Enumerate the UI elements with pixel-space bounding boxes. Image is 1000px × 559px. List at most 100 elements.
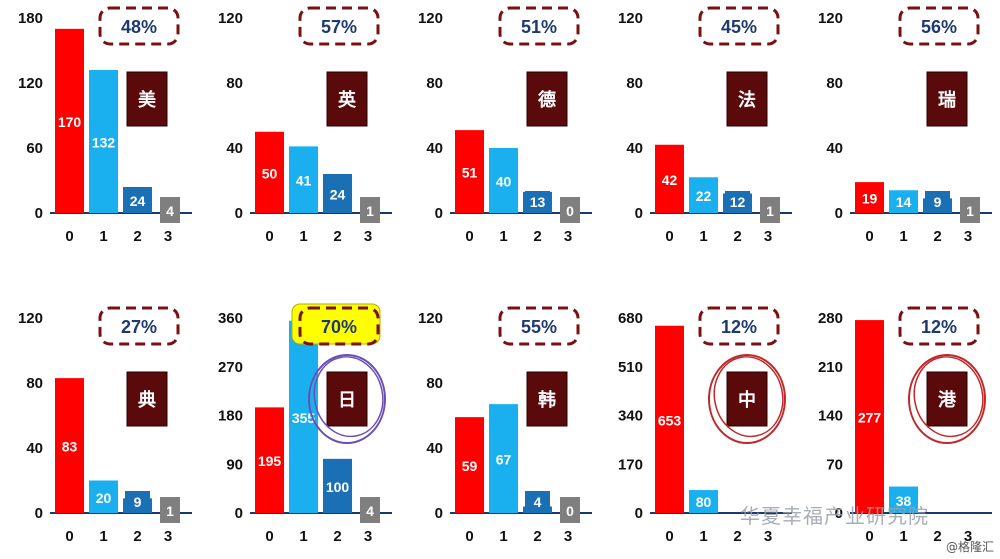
x-tick-label: 2 xyxy=(133,528,141,545)
bar-3-label: 4 xyxy=(166,203,174,219)
percent-box xyxy=(98,306,180,346)
x-tick-label: 0 xyxy=(665,528,673,545)
country-box xyxy=(726,371,768,427)
bar-3-badge xyxy=(160,197,180,223)
country-box xyxy=(726,71,768,127)
bar-value-label: 80 xyxy=(696,494,712,510)
bar-3-label: 1 xyxy=(166,503,174,519)
bar-value-label: 12 xyxy=(730,194,746,210)
x-tick-label: 1 xyxy=(99,528,107,545)
x-tick-label: 2 xyxy=(333,528,341,545)
y-tick-label: 0 xyxy=(235,205,243,222)
y-tick-label: 0 xyxy=(235,505,243,522)
y-tick-label: 120 xyxy=(18,310,43,327)
percent-label: 70% xyxy=(321,317,357,337)
percent-label: 27% xyxy=(121,317,157,337)
highlight-circle xyxy=(308,354,386,444)
y-tick-label: 0 xyxy=(835,505,843,522)
y-tick-label: 0 xyxy=(435,505,443,522)
bar-0 xyxy=(255,131,284,213)
bar-value-label: 100 xyxy=(326,479,350,495)
x-tick-label: 2 xyxy=(933,528,941,545)
bar-value-label: 83 xyxy=(62,439,78,455)
bar-0 xyxy=(455,130,484,213)
bar-1 xyxy=(89,480,118,513)
watermark-text: 华夏幸福产业研究院 xyxy=(740,504,929,528)
country-box xyxy=(926,71,968,127)
y-tick-label: 0 xyxy=(635,505,643,522)
bar-0 xyxy=(855,182,884,213)
percent-box xyxy=(698,306,780,346)
y-tick-label: 40 xyxy=(426,140,443,157)
y-tick-label: 0 xyxy=(635,205,643,222)
bar-2 xyxy=(323,174,352,213)
x-tick-label: 2 xyxy=(533,528,541,545)
y-tick-label: 340 xyxy=(618,408,643,425)
country-label: 法 xyxy=(738,89,756,111)
x-tick-label: 2 xyxy=(733,228,741,245)
country-box xyxy=(926,371,968,427)
bar-0 xyxy=(655,144,684,213)
panel-典: 120 80 40 0 83 20 9 1 0 1 2 3 27% 典 xyxy=(18,306,192,545)
y-tick-label: 0 xyxy=(35,505,43,522)
panel-瑞: 120 80 40 0 19 14 9 1 0 1 2 3 56% 瑞 xyxy=(818,6,992,245)
highlight-circle xyxy=(313,356,384,438)
bar-value-label: 59 xyxy=(462,458,478,474)
bar-1 xyxy=(689,177,718,213)
bar-label-bg xyxy=(525,191,550,213)
bar-value-label: 9 xyxy=(134,494,142,510)
bar-value-label: 42 xyxy=(662,172,678,188)
bar-value-label: 41 xyxy=(296,173,312,189)
y-tick-label: 280 xyxy=(818,310,843,327)
y-tick-label: 270 xyxy=(218,359,243,376)
y-tick-label: 40 xyxy=(826,140,843,157)
x-tick-label: 3 xyxy=(764,228,772,245)
bar-3-label: 1 xyxy=(766,203,774,219)
y-tick-label: 170 xyxy=(618,456,643,473)
country-box xyxy=(526,71,568,127)
x-tick-label: 3 xyxy=(364,228,372,245)
bar-3-label: 0 xyxy=(566,503,574,519)
x-tick-label: 1 xyxy=(499,228,507,245)
bar-value-label: 24 xyxy=(330,187,346,203)
country-label: 日 xyxy=(338,390,356,411)
country-label: 韩 xyxy=(538,389,556,411)
credit-text: @格隆汇 xyxy=(945,540,994,554)
bar-value-label: 20 xyxy=(96,490,112,506)
bar-value-label: 277 xyxy=(858,410,882,426)
y-tick-label: 120 xyxy=(418,10,443,27)
bar-3-badge xyxy=(560,497,580,523)
bar-3-badge xyxy=(560,197,580,223)
bar-value-label: 24 xyxy=(130,193,146,209)
y-tick-label: 510 xyxy=(618,359,643,376)
x-tick-label: 0 xyxy=(665,228,673,245)
country-label: 德 xyxy=(538,89,556,111)
x-tick-label: 0 xyxy=(265,228,273,245)
x-tick-label: 0 xyxy=(65,528,73,545)
percent-label: 56% xyxy=(921,17,957,37)
bar-3-label: 4 xyxy=(366,503,374,519)
country-label: 中 xyxy=(738,389,756,411)
percent-box xyxy=(298,306,380,346)
bar-3-badge xyxy=(360,497,380,523)
bar-3-badge xyxy=(960,197,980,223)
bar-1 xyxy=(889,486,918,513)
bar-value-label: 51 xyxy=(462,165,478,181)
y-tick-label: 90 xyxy=(226,456,243,473)
bar-label-bg xyxy=(691,491,716,513)
x-tick-label: 1 xyxy=(299,528,307,545)
y-tick-label: 120 xyxy=(818,10,843,27)
bar-0 xyxy=(855,320,884,513)
x-tick-label: 1 xyxy=(99,228,107,245)
x-tick-label: 0 xyxy=(865,528,873,545)
country-box xyxy=(326,71,368,127)
bar-label-bg xyxy=(725,191,750,213)
x-tick-label: 2 xyxy=(133,228,141,245)
y-tick-label: 120 xyxy=(418,310,443,327)
bar-3-badge xyxy=(360,197,380,223)
country-label: 美 xyxy=(138,89,156,111)
x-tick-label: 1 xyxy=(299,228,307,245)
bar-value-label: 195 xyxy=(258,453,282,469)
x-tick-label: 1 xyxy=(899,528,907,545)
